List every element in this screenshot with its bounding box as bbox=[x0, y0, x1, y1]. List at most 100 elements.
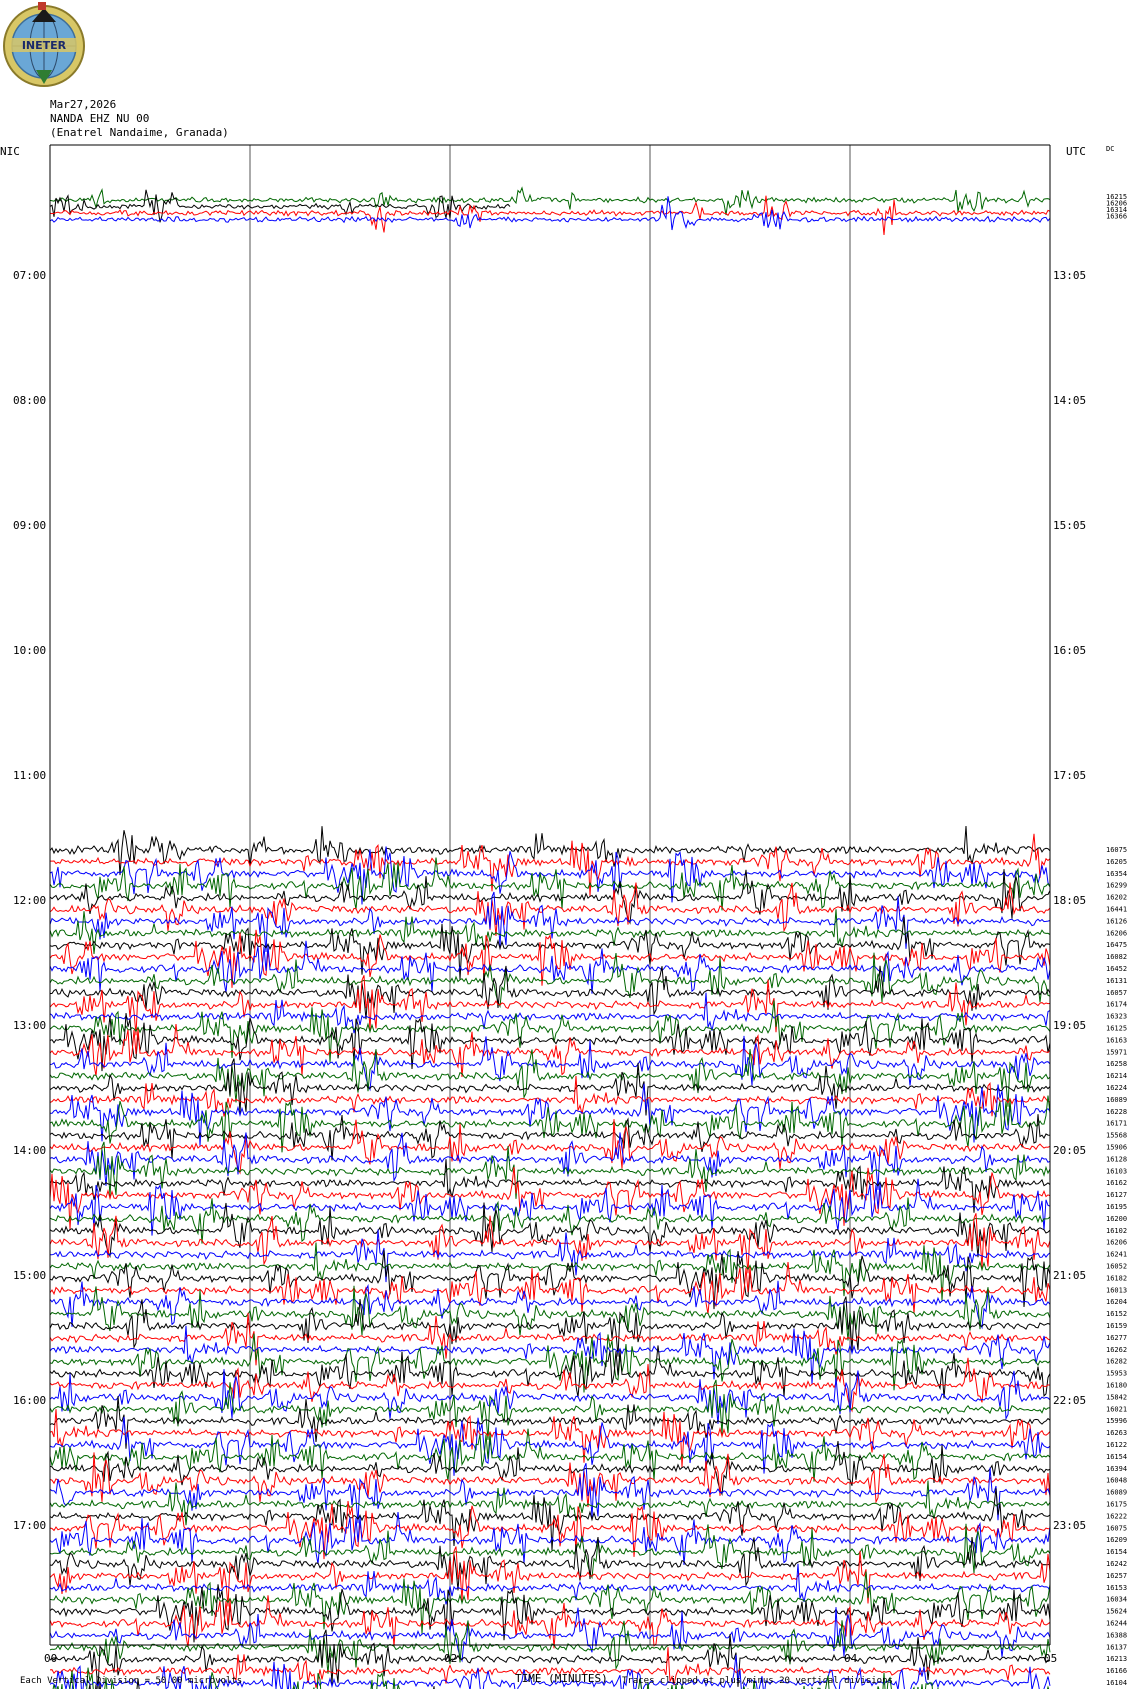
left-hour-label: 15:00 bbox=[13, 1269, 46, 1282]
dc-offset-label: 16204 bbox=[1106, 1298, 1127, 1306]
dc-offset-label: 16162 bbox=[1106, 1179, 1127, 1187]
trace-line bbox=[49, 1312, 1051, 1366]
trace-line bbox=[49, 846, 1051, 905]
trace-line bbox=[49, 1480, 1051, 1526]
trace-line bbox=[49, 1488, 1051, 1551]
trace-line bbox=[49, 1620, 1051, 1674]
dc-offset-label: 16222 bbox=[1106, 1512, 1127, 1520]
clip-note: Traces clipped at plus/minus 20 vertical… bbox=[622, 1676, 893, 1686]
left-hour-label: 16:00 bbox=[13, 1394, 46, 1407]
trace-line bbox=[49, 1141, 1051, 1199]
dc-offset-label: 16034 bbox=[1106, 1596, 1127, 1604]
dc-offset-label: 15971 bbox=[1106, 1048, 1127, 1056]
trace-line bbox=[49, 1229, 1051, 1283]
trace-line bbox=[49, 1345, 1051, 1399]
dc-offset-label: 16171 bbox=[1106, 1120, 1127, 1128]
dc-offset-label: 16262 bbox=[1106, 1346, 1127, 1354]
trace-line bbox=[49, 940, 1051, 994]
trace-line bbox=[49, 1607, 1051, 1663]
trace-line bbox=[49, 1049, 1051, 1107]
x-tick-label: 05 bbox=[1044, 1652, 1057, 1665]
x-axis-title: TIME (MINUTES) bbox=[515, 1672, 608, 1685]
trace-line bbox=[49, 1202, 1051, 1258]
trace-line bbox=[49, 1647, 1051, 1688]
left-hour-label: 07:00 bbox=[13, 269, 46, 282]
station-label: NANDA EHZ NU 00 bbox=[50, 112, 150, 125]
right-hour-label: 19:05 bbox=[1053, 1019, 1086, 1032]
x-tick-label: 00 bbox=[44, 1652, 57, 1665]
right-hour-label: 21:05 bbox=[1053, 1269, 1086, 1282]
dc-offset-label: 15842 bbox=[1106, 1393, 1127, 1401]
dc-offset-label: 16388 bbox=[1106, 1631, 1127, 1639]
dc-offset-label: 16180 bbox=[1106, 1382, 1127, 1390]
dc-offset-label: 16244 bbox=[1106, 1620, 1127, 1628]
dc-offset-label: 16200 bbox=[1106, 1215, 1127, 1223]
left-hour-label: 13:00 bbox=[13, 1019, 46, 1032]
dc-offset-label: 16452 bbox=[1106, 965, 1127, 973]
dc-offset-label: 16314 bbox=[1106, 206, 1127, 214]
left-timezone-label: NIC bbox=[0, 145, 20, 158]
trace-line bbox=[49, 189, 511, 223]
dc-offset-label: 16263 bbox=[1106, 1429, 1127, 1437]
right-hour-label: 16:05 bbox=[1053, 644, 1086, 657]
date-label: Mar27,2026 bbox=[50, 98, 117, 111]
trace-line bbox=[49, 869, 1051, 925]
trace-line bbox=[49, 1178, 1051, 1236]
trace-line bbox=[49, 1629, 1051, 1689]
dc-offset-label: 16127 bbox=[1106, 1191, 1127, 1199]
dc-offset-label: 16195 bbox=[1106, 1203, 1127, 1211]
left-hour-label: 14:00 bbox=[13, 1144, 46, 1157]
dc-offset-label: 16206 bbox=[1106, 1239, 1127, 1247]
trace-line bbox=[49, 1333, 1051, 1393]
dc-offset-label: 16128 bbox=[1106, 1155, 1127, 1163]
dc-offset-label: 16182 bbox=[1106, 1274, 1127, 1282]
left-hour-label: 11:00 bbox=[13, 769, 46, 782]
trace-line bbox=[49, 1546, 1051, 1607]
right-hour-label: 15:05 bbox=[1053, 519, 1086, 532]
dc-offset-label: 16122 bbox=[1106, 1441, 1127, 1449]
trace-line bbox=[49, 975, 1051, 1036]
trace-line bbox=[49, 1452, 1051, 1508]
dc-offset-label: 16159 bbox=[1106, 1322, 1127, 1330]
dc-offset-label: 16282 bbox=[1106, 1358, 1127, 1366]
trace-line bbox=[49, 1119, 1051, 1175]
trace-line bbox=[49, 891, 1051, 953]
trace-line bbox=[49, 1075, 1051, 1117]
dc-offset-label: 16089 bbox=[1106, 1489, 1127, 1497]
right-hour-label: 20:05 bbox=[1053, 1144, 1086, 1157]
trace-line bbox=[49, 1197, 1051, 1244]
right-hour-label: 22:05 bbox=[1053, 1394, 1086, 1407]
trace-line bbox=[49, 1280, 1051, 1330]
dc-offset-label: 15568 bbox=[1106, 1132, 1127, 1140]
dc-offset-label: 16206 bbox=[1106, 929, 1127, 937]
trace-line bbox=[49, 1035, 1051, 1092]
trace-line bbox=[52, 1667, 1050, 1689]
trace-line bbox=[49, 1024, 1051, 1078]
dc-offset-label: 16299 bbox=[1106, 882, 1127, 890]
dc-offset-label: 16277 bbox=[1106, 1334, 1127, 1342]
trace-line bbox=[49, 1416, 1051, 1476]
right-hour-label: 18:05 bbox=[1053, 894, 1086, 907]
dc-offset-label: 16057 bbox=[1106, 989, 1127, 997]
dc-offset-label: 16241 bbox=[1106, 1251, 1127, 1259]
trace-line bbox=[50, 833, 1051, 897]
trace-line bbox=[49, 1396, 1051, 1449]
dc-offset-label: 16102 bbox=[1106, 1227, 1127, 1235]
dc-offset-label: 16103 bbox=[1106, 1167, 1127, 1175]
dc-offset-label: 16082 bbox=[1106, 953, 1127, 961]
trace-line bbox=[49, 1159, 1051, 1213]
left-hour-label: 09:00 bbox=[13, 519, 46, 532]
dc-offset-label: 16013 bbox=[1106, 1286, 1127, 1294]
right-hour-label: 17:05 bbox=[1053, 769, 1086, 782]
location-label: (Enatrel Nandaime, Granada) bbox=[50, 126, 229, 139]
trace-line bbox=[49, 1095, 1051, 1153]
trace-line bbox=[49, 917, 1051, 980]
dc-offset-label: 16075 bbox=[1106, 1524, 1127, 1532]
trace-line bbox=[49, 1523, 1051, 1580]
dc-offset-label: 16175 bbox=[1106, 1501, 1127, 1509]
dc-offset-label: 16163 bbox=[1106, 1036, 1127, 1044]
dc-offset-label: 16394 bbox=[1106, 1465, 1127, 1473]
dc-offset-label: 16213 bbox=[1106, 1655, 1127, 1663]
dc-offset-label: 16104 bbox=[1106, 1679, 1127, 1687]
dc-offset-label: 16215 bbox=[1106, 193, 1127, 201]
